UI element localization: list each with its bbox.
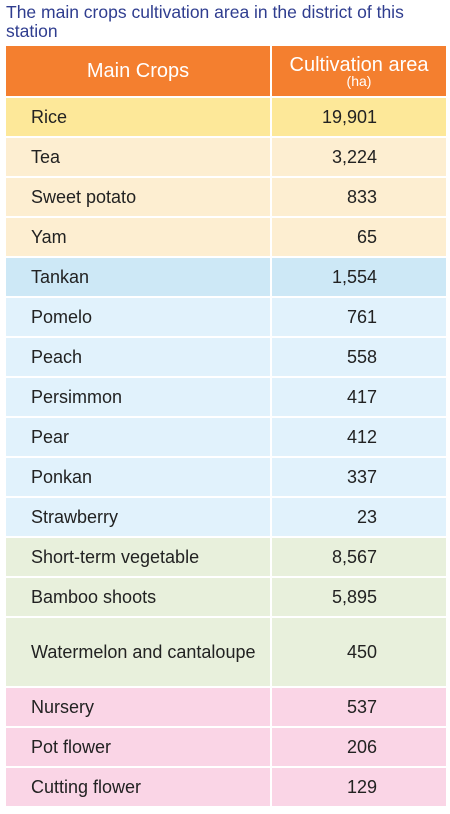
crop-area: 558 [272,336,446,376]
crop-area: 412 [272,416,446,456]
table-row: Pear 412 [6,416,446,456]
crop-name: Cutting flower [6,766,272,806]
crop-name: Tea [6,136,272,176]
crop-name: Pot flower [6,726,272,766]
crop-area: 833 [272,176,446,216]
table-row: Yam 65 [6,216,446,256]
table-row: Tea 3,224 [6,136,446,176]
crop-area: 417 [272,376,446,416]
crop-name: Ponkan [6,456,272,496]
header-unit: (ha) [346,72,372,89]
crop-name: Peach [6,336,272,376]
crop-name: Short-term vegetable [6,536,272,576]
crops-table: Main Crops Cultivation area (ha) Rice 19… [6,46,446,806]
crop-name: Pomelo [6,296,272,336]
table-row: Pot flower 206 [6,726,446,766]
table-row: Sweet potato 833 [6,176,446,216]
table-row: Watermelon and cantaloupe 450 [6,616,446,686]
crop-name: Watermelon and cantaloupe [6,616,272,686]
header-main-crops: Main Crops [6,46,272,96]
table-row: Cutting flower 129 [6,766,446,806]
crop-name: Rice [6,96,272,136]
crop-name: Sweet potato [6,176,272,216]
crop-area: 337 [272,456,446,496]
table-row: Bamboo shoots 5,895 [6,576,446,616]
crop-area: 450 [272,616,446,686]
table-row: Strawberry 23 [6,496,446,536]
table-title: The main crops cultivation area in the d… [6,2,404,41]
crop-name: Strawberry [6,496,272,536]
crop-area: 19,901 [272,96,446,136]
crop-area: 129 [272,766,446,806]
crop-area: 65 [272,216,446,256]
crop-name: Pear [6,416,272,456]
crop-name: Persimmon [6,376,272,416]
header-area-label: Cultivation area [289,53,429,76]
crop-area: 8,567 [272,536,446,576]
table-header-row: Main Crops Cultivation area (ha) [6,46,446,96]
crop-area: 761 [272,296,446,336]
crop-area: 537 [272,686,446,726]
table-row: Tankan 1,554 [6,256,446,296]
table-row: Pomelo 761 [6,296,446,336]
crop-area: 1,554 [272,256,446,296]
table-row: Rice 19,901 [6,96,446,136]
table-row: Short-term vegetable 8,567 [6,536,446,576]
header-cultivation-area: Cultivation area (ha) [272,46,446,96]
crop-name: Bamboo shoots [6,576,272,616]
crop-area: 206 [272,726,446,766]
crop-area: 5,895 [272,576,446,616]
table-row: Persimmon 417 [6,376,446,416]
table-row: Ponkan 337 [6,456,446,496]
crop-name: Yam [6,216,272,256]
crop-area: 23 [272,496,446,536]
table-row: Peach 558 [6,336,446,376]
crop-area: 3,224 [272,136,446,176]
table-row: Nursery 537 [6,686,446,726]
crop-name: Tankan [6,256,272,296]
crop-name: Nursery [6,686,272,726]
